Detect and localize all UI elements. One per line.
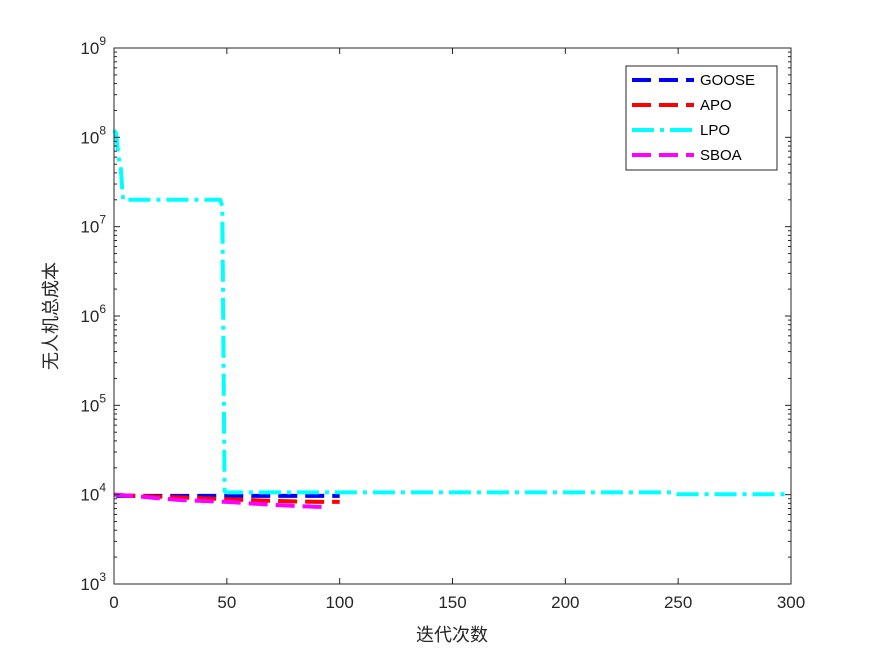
y-tick-label: 109 xyxy=(80,34,106,58)
y-tick-label: 106 xyxy=(80,302,106,326)
series-line-sboa xyxy=(113,492,329,509)
x-tick-label: 100 xyxy=(325,593,353,612)
legend-label-goose: GOOSE xyxy=(700,72,755,89)
x-axis-title: 迭代次数 xyxy=(416,625,488,646)
legend-label-apo: APO xyxy=(700,97,732,114)
y-tick-label: 107 xyxy=(80,213,106,237)
y-tick-label: 104 xyxy=(80,481,106,505)
legend-label-sboa: SBOA xyxy=(700,147,742,164)
series-layer xyxy=(112,129,791,509)
y-tick-label: 108 xyxy=(80,123,106,147)
x-tick-label: 300 xyxy=(777,593,805,612)
series-line-lpo xyxy=(112,129,791,497)
x-tick-label: 0 xyxy=(109,593,118,612)
legend-label-lpo: LPO xyxy=(700,122,730,139)
x-tick-label: 200 xyxy=(551,593,579,612)
legend: GOOSE APO LPO SBOA xyxy=(625,65,778,171)
legend-box xyxy=(625,65,778,171)
axes-layer: 0 50 100 150 200 250 300 103 104 105 106 107 108 109 xyxy=(80,34,805,612)
x-tick-label: 250 xyxy=(664,593,692,612)
y-axis-title: 无人机总成本 xyxy=(41,262,62,370)
y-tick-label: 105 xyxy=(80,391,106,415)
x-tick-label: 50 xyxy=(217,593,236,612)
x-tick-label: 150 xyxy=(438,593,466,612)
y-tick-label: 103 xyxy=(80,570,106,594)
